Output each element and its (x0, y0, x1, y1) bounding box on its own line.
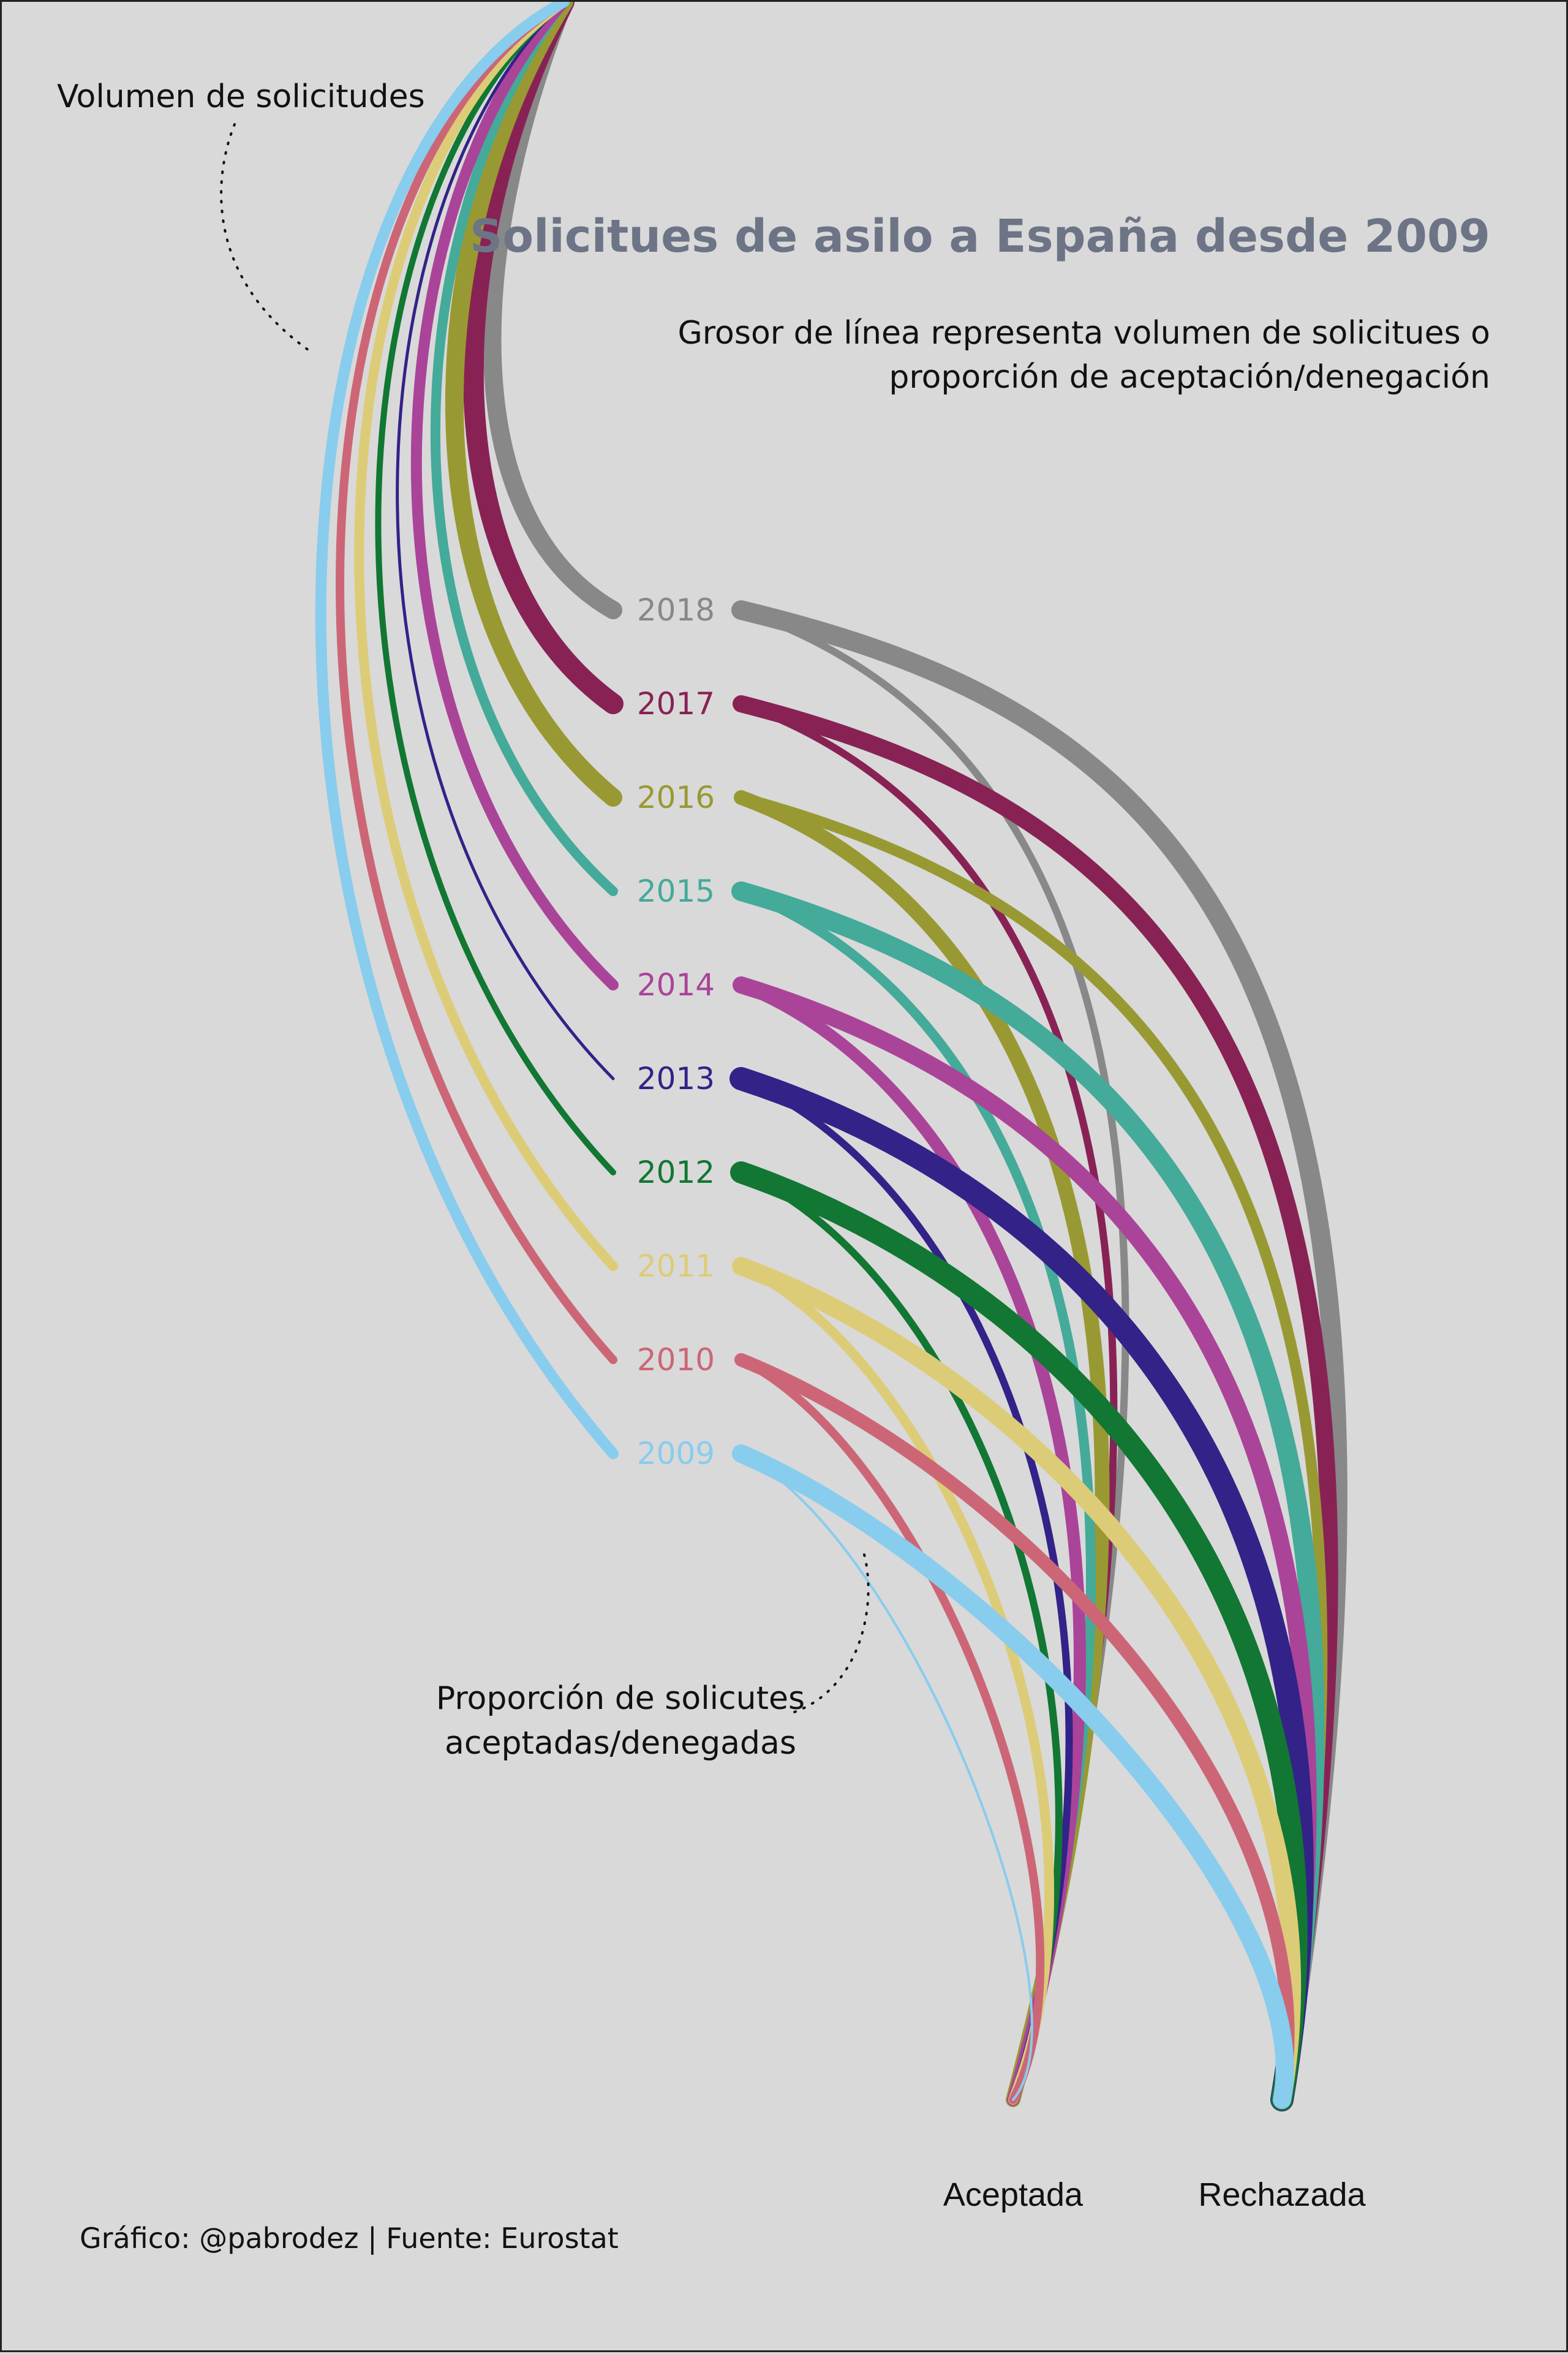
volume-line-2015 (430, 2, 618, 896)
volume-lines (315, 2, 624, 1459)
year-label-2014: 2014 (637, 967, 715, 1003)
year-label-2009: 2009 (637, 1436, 715, 1471)
category-label-aceptada: Aceptada (943, 2176, 1084, 2213)
year-label-2018: 2018 (637, 592, 715, 628)
annotation-volume-leader (220, 123, 315, 355)
year-label-2016: 2016 (637, 780, 715, 815)
rejected-lines (729, 600, 1348, 2111)
annotation-proportion-line-2: aceptadas/denegadas (445, 1725, 796, 1762)
annotation-volume: Volumen de solicitudes (57, 78, 425, 115)
accepted-line-2009 (740, 1452, 1033, 2101)
volume-line-2016 (445, 2, 622, 807)
year-label-2011: 2011 (637, 1248, 715, 1284)
year-label-2012: 2012 (637, 1155, 715, 1190)
year-label-2017: 2017 (637, 686, 715, 722)
rejected-line-2017 (733, 695, 1338, 2108)
volume-line-2009 (315, 2, 619, 1459)
volume-line-2012 (375, 2, 616, 1175)
rejected-line-2010 (734, 1353, 1295, 2107)
category-label-rechazada: Rechazada (1198, 2176, 1366, 2213)
annotation-proportion-leader (788, 1553, 870, 1715)
accepted-line-2011 (736, 1261, 1054, 2105)
volume-line-2011 (354, 2, 618, 1271)
year-labels: 2018 2017 2016 2015 2014 2013 2012 2011 2010 2009 (637, 592, 715, 1471)
volume-line-2013 (396, 2, 615, 1081)
chart-credit: Gráfico: @pabrodez | Fuente: Eurostat (80, 2222, 619, 2255)
volume-line-2014 (410, 2, 619, 990)
year-label-2015: 2015 (637, 873, 715, 909)
rejected-line-2012 (730, 1161, 1308, 2111)
accepted-lines (734, 606, 1129, 2107)
year-label-2010: 2010 (637, 1342, 715, 1378)
chart-title: Solicitues de asilo a España desde 2009 (470, 210, 1490, 263)
annotation-proportion-line-1: Proporción de solicutes (436, 1680, 805, 1717)
year-label-2013: 2013 (637, 1061, 715, 1096)
rejected-line-2009 (732, 1444, 1294, 2109)
chart-subtitle-line-1: Grosor de línea representa volumen de so… (678, 315, 1490, 352)
accepted-line-2010 (737, 1356, 1045, 2104)
volume-line-2010 (336, 2, 617, 1364)
rejected-line-2011 (732, 1257, 1302, 2109)
chart-subtitle-line-2: proporción de aceptación/denegación (889, 359, 1490, 396)
